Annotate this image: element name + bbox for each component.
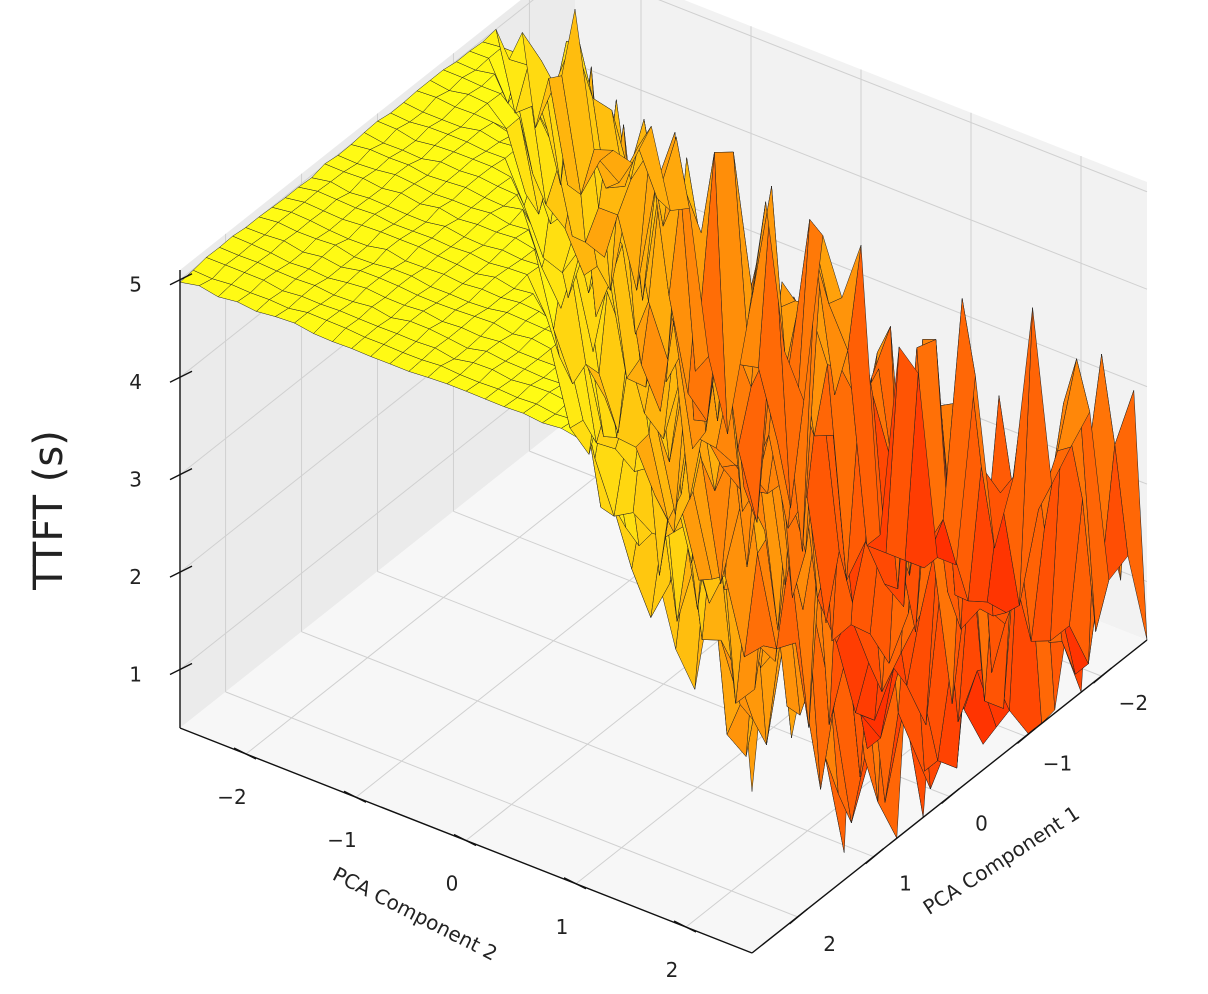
surface-mesh (179, 8, 1148, 853)
z-tick-label: 2 (129, 565, 142, 589)
x-axis-label: PCA Component 1 (919, 801, 1084, 920)
y-tick-mark (453, 833, 477, 847)
x-tick-mark (1017, 727, 1036, 744)
y-tick-label: 0 (446, 872, 459, 896)
z-tick-mark (169, 273, 193, 286)
y-tick-label: −2 (217, 785, 246, 809)
z-tick-mark (169, 468, 193, 481)
x-tick-mark (865, 848, 884, 865)
y-tick-mark (343, 790, 367, 803)
grid-y-floor (245, 440, 642, 755)
x-tick-label: 0 (975, 812, 988, 836)
z-axis-label: TTFT (s) (26, 430, 72, 591)
y-axis-label: PCA Component 2 (329, 862, 501, 966)
z-tick-label: 1 (129, 663, 142, 687)
x-tick-label: 1 (899, 872, 912, 896)
x-tick-label: −2 (1119, 691, 1148, 715)
y-tick-label: 2 (666, 958, 679, 982)
y-tick-mark (563, 877, 587, 890)
x-tick-mark (941, 787, 960, 805)
y-tick-label: 1 (556, 915, 569, 939)
x-tick-mark (789, 908, 809, 925)
surface-facet (561, 8, 595, 195)
y-tick-mark (233, 747, 257, 760)
z-tick-mark (169, 662, 193, 676)
z-tick-label: 3 (129, 468, 142, 492)
z-tick-mark (169, 565, 193, 578)
x-tick-label: 2 (823, 932, 836, 956)
z-tick-label: 5 (129, 273, 142, 297)
y-tick-mark (673, 920, 697, 933)
y-tick-label: −1 (327, 828, 356, 852)
x-tick-mark (1092, 667, 1112, 684)
tick-labels: 1 2 3 4 5 −2 −1 0 1 2 −2 −1 0 1 2 (129, 273, 1148, 982)
z-tick-mark (169, 370, 193, 383)
z-tick-label: 4 (129, 370, 142, 394)
x-tick-label: −1 (1043, 751, 1072, 775)
